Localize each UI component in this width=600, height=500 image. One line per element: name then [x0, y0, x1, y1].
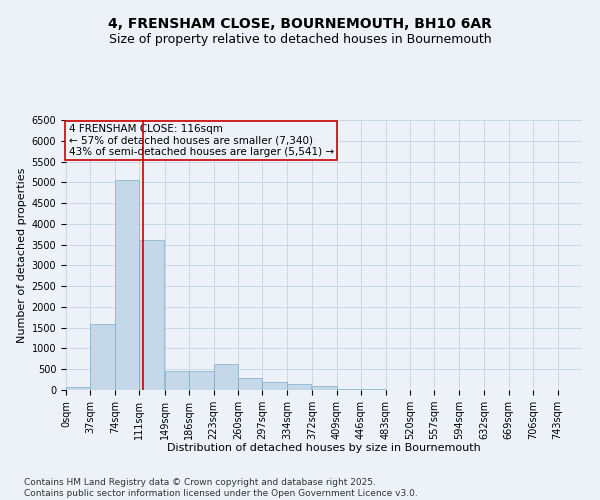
- Text: 4, FRENSHAM CLOSE, BOURNEMOUTH, BH10 6AR: 4, FRENSHAM CLOSE, BOURNEMOUTH, BH10 6AR: [108, 18, 492, 32]
- X-axis label: Distribution of detached houses by size in Bournemouth: Distribution of detached houses by size …: [167, 444, 481, 454]
- Bar: [337, 389, 361, 390]
- Bar: [115, 180, 139, 390]
- Text: Contains HM Land Registry data © Crown copyright and database right 2025.
Contai: Contains HM Land Registry data © Crown c…: [24, 478, 418, 498]
- Bar: [189, 372, 214, 390]
- Y-axis label: Number of detached properties: Number of detached properties: [17, 168, 28, 342]
- Bar: [139, 240, 164, 390]
- Text: 4 FRENSHAM CLOSE: 116sqm
← 57% of detached houses are smaller (7,340)
43% of sem: 4 FRENSHAM CLOSE: 116sqm ← 57% of detach…: [68, 124, 334, 157]
- Bar: [312, 386, 337, 390]
- Bar: [214, 364, 238, 390]
- Bar: [238, 378, 262, 390]
- Text: Size of property relative to detached houses in Bournemouth: Size of property relative to detached ho…: [109, 32, 491, 46]
- Bar: [262, 382, 287, 390]
- Bar: [287, 384, 311, 390]
- Bar: [66, 387, 91, 390]
- Bar: [164, 372, 189, 390]
- Bar: [91, 324, 115, 390]
